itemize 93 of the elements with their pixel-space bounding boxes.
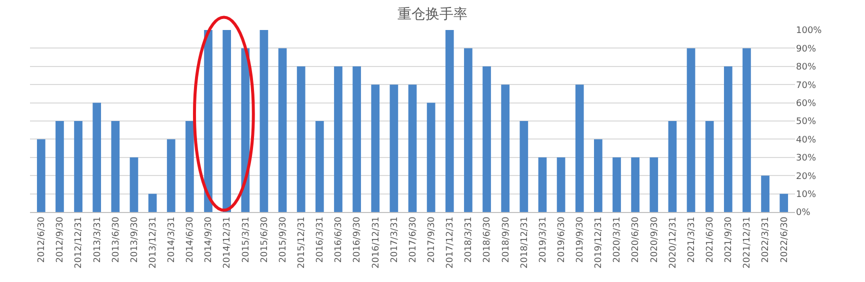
bar	[575, 84, 584, 212]
bar	[204, 30, 212, 212]
x-tick-label: 2018/12/31	[520, 216, 530, 268]
bar	[426, 102, 436, 212]
x-tick-label: 2017/12/31	[446, 216, 456, 268]
y-tick-label: 50%	[796, 117, 816, 128]
x-tick-label: 2017/6/30	[408, 216, 418, 263]
bar	[464, 48, 472, 212]
bar	[186, 121, 194, 212]
bar	[36, 139, 46, 212]
x-tick-label: 2019/9/30	[576, 216, 586, 263]
bar	[334, 66, 342, 212]
bar	[92, 102, 102, 212]
x-tick-label: 2017/9/30	[426, 216, 437, 263]
bar	[371, 84, 380, 212]
x-tick-label: 2021/9/30	[724, 216, 734, 263]
x-tick-label: 2016/9/30	[352, 216, 363, 263]
bar	[724, 66, 732, 212]
bar	[520, 121, 528, 212]
bar	[445, 30, 454, 212]
y-tick-label: 90%	[796, 44, 816, 54]
y-tick-label: 20%	[796, 172, 816, 182]
x-tick-label: 2015/6/30	[260, 216, 270, 263]
y-tick-label: 70%	[796, 80, 816, 91]
bar	[705, 121, 714, 212]
bar	[130, 157, 138, 212]
x-tick-label: 2012/6/30	[37, 216, 48, 263]
x-tick-label: 2019/6/30	[556, 216, 567, 263]
bar	[296, 66, 306, 212]
x-tick-label: 2014/9/30	[204, 216, 214, 263]
x-tick-label: 2013/9/30	[130, 216, 140, 263]
bar	[408, 84, 417, 212]
bar	[315, 121, 324, 212]
x-tick-label: 2016/6/30	[334, 216, 344, 263]
x-tick-label: 2017/3/31	[390, 216, 400, 263]
x-tick-label: 2015/9/30	[278, 216, 288, 263]
y-tick-label: 30%	[796, 154, 816, 164]
bar	[686, 48, 696, 212]
x-tick-label: 2013/3/31	[92, 216, 103, 263]
x-tick-label: 2018/6/30	[482, 216, 493, 263]
x-tick-label: 2014/3/31	[167, 216, 178, 263]
x-tick-label: 2014/6/30	[186, 216, 196, 263]
x-tick-label: 2020/6/30	[631, 216, 642, 263]
bar	[222, 30, 231, 212]
bar	[556, 157, 566, 212]
x-tick-label: 2021/3/31	[686, 216, 697, 263]
x-tick-label: 2020/12/31	[668, 216, 678, 268]
x-tick-label: 2015/3/31	[241, 216, 252, 263]
bar	[742, 48, 751, 212]
x-tick-label: 2015/12/31	[297, 216, 308, 268]
bar	[278, 48, 287, 212]
x-tick-label: 2016/12/31	[371, 216, 382, 268]
bar	[482, 66, 491, 212]
x-tick-label: 2016/3/31	[316, 216, 326, 263]
x-tick-label: 2021/12/31	[742, 216, 753, 268]
x-tick-label: 2019/12/31	[594, 216, 604, 268]
bar	[501, 84, 510, 212]
x-tick-label: 2012/12/31	[74, 216, 84, 268]
bar	[668, 121, 677, 212]
y-tick-label: 60%	[796, 98, 816, 109]
x-tick-label: 2013/6/30	[111, 216, 122, 263]
bar	[538, 157, 547, 212]
x-tick-label: 2019/3/31	[538, 216, 548, 263]
x-tick-label: 2020/3/31	[612, 216, 623, 263]
y-tick-label: 80%	[796, 62, 816, 73]
bar	[260, 30, 268, 212]
bar	[780, 194, 788, 212]
bar	[166, 139, 176, 212]
bar	[761, 176, 770, 212]
x-tick-label: 2014/12/31	[222, 216, 233, 268]
bar	[111, 121, 120, 212]
bar	[612, 157, 621, 212]
bar	[594, 139, 602, 212]
chart-title: 重仓换手率	[398, 6, 468, 22]
y-tick-label: 100%	[796, 26, 822, 36]
x-tick-label: 2022/6/30	[780, 216, 790, 263]
bar	[352, 66, 361, 212]
y-tick-label: 0%	[796, 208, 811, 218]
y-tick-label: 40%	[796, 135, 816, 146]
x-tick-label: 2013/12/31	[148, 216, 158, 268]
x-tick-label: 2018/3/31	[464, 216, 474, 263]
bar	[56, 121, 64, 212]
x-tick-label: 2020/9/30	[650, 216, 660, 263]
x-tick-label: 2012/9/30	[56, 216, 66, 263]
y-tick-label: 10%	[796, 190, 816, 200]
bar	[631, 157, 640, 212]
x-tick-label: 2022/3/31	[761, 216, 772, 263]
x-tick-label: 2018/9/30	[501, 216, 512, 263]
bar	[650, 157, 658, 212]
x-tick-label: 2021/6/30	[706, 216, 716, 263]
bar	[74, 121, 82, 212]
bar	[148, 194, 157, 212]
bar	[390, 84, 398, 212]
